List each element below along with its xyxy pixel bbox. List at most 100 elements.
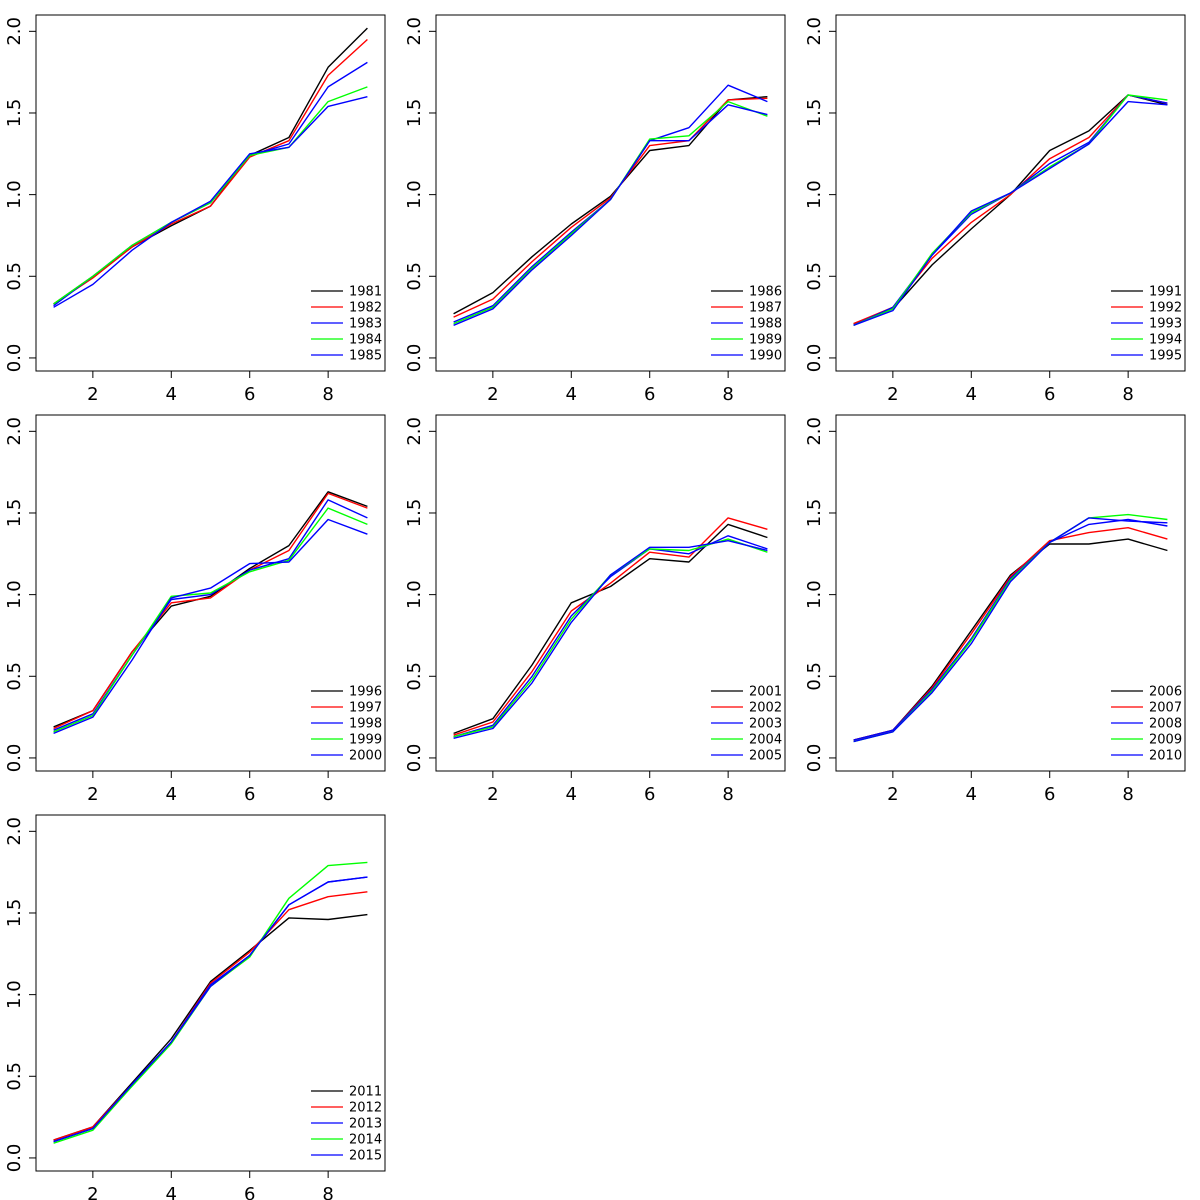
y-tick-label: 1.5 bbox=[4, 899, 25, 928]
legend-label: 1993 bbox=[1149, 317, 1182, 332]
x-tick-label: 2 bbox=[87, 784, 98, 805]
x-tick-label: 6 bbox=[644, 384, 655, 405]
x-tick-label: 8 bbox=[322, 1184, 333, 1200]
legend-label: 1991 bbox=[1149, 285, 1182, 300]
series-line-2011 bbox=[53, 913, 368, 1141]
y-tick-label: 1.0 bbox=[404, 180, 425, 209]
x-tick-label: 6 bbox=[1044, 784, 1055, 805]
plot-frame bbox=[835, 414, 1186, 772]
legend-label: 1998 bbox=[349, 717, 382, 732]
y-tick-label: 2.0 bbox=[4, 17, 25, 46]
legend-label: 1983 bbox=[349, 317, 382, 332]
x-tick-label: 2 bbox=[887, 784, 898, 805]
y-tick-label: 0.0 bbox=[4, 1144, 25, 1173]
y-tick-label: 0.5 bbox=[4, 262, 25, 291]
y-tick-label: 1.0 bbox=[4, 980, 25, 1009]
y-tick-label: 2.0 bbox=[404, 417, 425, 446]
y-tick-label: 0.0 bbox=[404, 344, 425, 373]
x-tick-label: 4 bbox=[566, 784, 577, 805]
series-line-1992 bbox=[853, 94, 1168, 325]
y-axis: 0.0 0.5 1.0 1.5 2.0 bbox=[404, 17, 437, 373]
legend-label: 2012 bbox=[349, 1101, 382, 1116]
series-line-2002 bbox=[453, 517, 768, 736]
y-tick-label: 0.5 bbox=[4, 662, 25, 691]
series-line-1997 bbox=[53, 492, 368, 730]
series-line-1988 bbox=[453, 84, 768, 323]
legend-label: 2003 bbox=[749, 717, 782, 732]
legend-label: 2002 bbox=[749, 701, 782, 716]
series-line-1999 bbox=[53, 507, 368, 733]
legend-label: 2009 bbox=[1149, 733, 1182, 748]
y-tick-label: 0.0 bbox=[804, 344, 825, 373]
x-tick-label: 6 bbox=[644, 784, 655, 805]
series-line-2012 bbox=[53, 891, 368, 1141]
series-line-1989 bbox=[453, 100, 768, 325]
legend-label: 1997 bbox=[349, 701, 382, 716]
series-line-2003 bbox=[453, 535, 768, 738]
series-line-2008 bbox=[853, 518, 1168, 741]
x-tick-label: 6 bbox=[244, 1184, 255, 1200]
y-axis: 0.0 0.5 1.0 1.5 2.0 bbox=[4, 417, 37, 773]
y-tick-label: 1.5 bbox=[4, 499, 25, 528]
x-tick-label: 2 bbox=[887, 384, 898, 405]
series-line-2010 bbox=[853, 517, 1168, 743]
y-tick-label: 0.5 bbox=[4, 1062, 25, 1091]
series-line-1991 bbox=[853, 94, 1168, 325]
series-line-1987 bbox=[453, 97, 768, 318]
x-tick-label: 6 bbox=[1044, 384, 1055, 405]
y-axis: 0.0 0.5 1.0 1.5 2.0 bbox=[804, 17, 837, 373]
legend-label: 1984 bbox=[349, 333, 382, 348]
x-tick-label: 4 bbox=[566, 384, 577, 405]
series-line-1983 bbox=[53, 61, 368, 307]
plot-frame bbox=[35, 14, 386, 372]
x-tick-label: 2 bbox=[87, 1184, 98, 1200]
series-line-1984 bbox=[53, 86, 368, 305]
legend-label: 2000 bbox=[349, 749, 382, 764]
legend-label: 2001 bbox=[749, 685, 782, 700]
y-tick-label: 1.0 bbox=[404, 580, 425, 609]
y-tick-label: 0.0 bbox=[4, 744, 25, 773]
series-line-1981 bbox=[53, 27, 368, 305]
y-tick-label: 1.5 bbox=[4, 99, 25, 128]
series-line-2001 bbox=[453, 523, 768, 735]
series-line-2005 bbox=[453, 540, 768, 739]
y-tick-label: 0.5 bbox=[804, 262, 825, 291]
y-tick-label: 2.0 bbox=[404, 17, 425, 46]
legend-label: 2004 bbox=[749, 733, 782, 748]
y-tick-label: 0.0 bbox=[804, 744, 825, 773]
y-tick-label: 2.0 bbox=[4, 817, 25, 846]
x-axis: 2 4 6 8 bbox=[853, 770, 1168, 805]
legend-label: 1996 bbox=[349, 685, 382, 700]
x-tick-label: 6 bbox=[244, 384, 255, 405]
legend-label: 1995 bbox=[1149, 349, 1182, 364]
series-line-2006 bbox=[853, 538, 1168, 741]
series-line-2007 bbox=[853, 527, 1168, 741]
x-axis: 2 4 6 8 bbox=[453, 370, 768, 405]
legend-label: 2005 bbox=[749, 749, 782, 764]
x-tick-label: 8 bbox=[322, 384, 333, 405]
y-tick-label: 0.5 bbox=[404, 262, 425, 291]
plot-frame bbox=[435, 14, 786, 372]
y-tick-label: 1.5 bbox=[404, 499, 425, 528]
y-axis: 0.0 0.5 1.0 1.5 2.0 bbox=[404, 417, 437, 772]
series-line-1982 bbox=[53, 38, 368, 305]
legend-label: 2006 bbox=[1149, 685, 1182, 700]
legend-label: 1981 bbox=[349, 285, 382, 300]
x-tick-label: 4 bbox=[166, 1184, 177, 1200]
x-axis: 2 4 6 8 bbox=[853, 370, 1168, 405]
legend-label: 2010 bbox=[1149, 749, 1182, 764]
y-tick-label: 1.0 bbox=[804, 180, 825, 209]
x-tick-label: 2 bbox=[487, 384, 498, 405]
x-tick-label: 4 bbox=[966, 384, 977, 405]
legend-label: 2014 bbox=[349, 1133, 382, 1148]
legend-label: 1986 bbox=[749, 285, 782, 300]
y-axis: 0.0 0.5 1.0 1.5 2.0 bbox=[4, 817, 37, 1173]
